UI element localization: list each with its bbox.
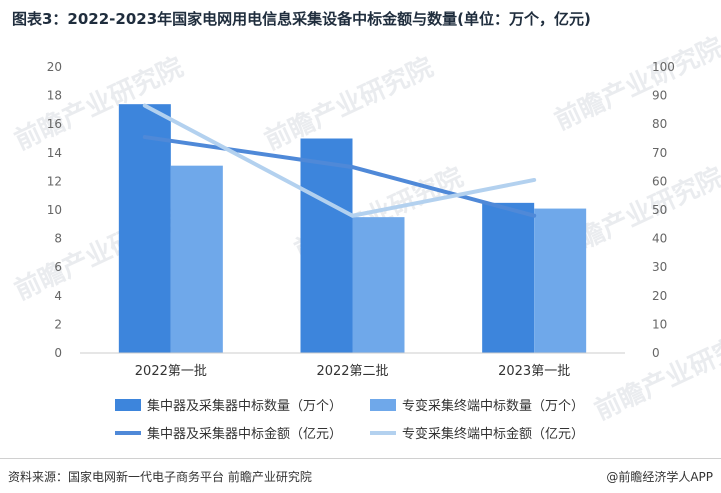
source-note: 资料来源：国家电网新一代电子商务平台 前瞻产业研究院 [8,470,312,484]
y-right-tick-label: 40 [652,232,667,246]
y-right-tick-label: 100 [652,60,675,74]
y-right-tick-label: 10 [652,317,667,331]
bar-terminal-quantity [352,217,405,353]
legend: 集中器及采集器中标数量（万个） 专变采集终端中标数量（万个） 集中器及采集器中标金额… [115,398,584,442]
bar-concentrator-quantity [482,202,535,353]
y-left-tick-label: 6 [54,260,62,274]
bar-concentrator-quantity [300,138,353,353]
x-category-label: 2022第一批 [135,364,207,379]
x-category-label: 2022第二批 [316,364,388,379]
line-terminal-amount [142,103,537,218]
bar-terminal-quantity [170,165,223,353]
y-axis-left: 0 2 4 6 8 10 12 14 16 18 20 [47,60,62,360]
legend-label: 集中器及采集器中标数量（万个） [147,398,342,414]
bar-concentrator-quantity [118,104,171,354]
watermark-text: 前瞻产业研究院 [590,321,721,426]
y-left-tick-label: 20 [47,60,62,74]
y-axis-right: 0 10 20 30 40 50 60 70 80 90 100 [652,60,675,360]
y-right-tick-label: 50 [652,203,667,217]
y-right-tick-label: 80 [652,117,667,131]
bar-terminal-quantity [534,208,587,353]
y-right-tick-label: 20 [652,289,667,303]
footer-divider [0,458,721,459]
line-concentrator-amount [142,135,537,218]
brand-credit: @前瞻经济学人APP [606,470,713,484]
y-left-tick-label: 16 [47,117,62,131]
bar-layer [118,104,587,354]
y-left-tick-label: 0 [54,346,62,360]
y-left-tick-label: 10 [47,203,62,217]
y-right-tick-label: 0 [652,346,660,360]
y-left-tick-label: 12 [47,174,62,188]
x-category-label: 2023第一批 [498,364,570,379]
y-right-tick-label: 90 [652,89,667,103]
legend-swatch [115,399,141,411]
x-axis-categories: 2022第一批 2022第二批 2023第一批 [135,364,570,379]
chart-title: 图表3：2022-2023年国家电网用电信息采集设备中标金额与数量(单位：万个，… [12,10,591,28]
legend-label: 集中器及采集器中标金额（亿元） [147,426,342,442]
y-left-tick-label: 2 [54,317,62,331]
y-left-tick-label: 14 [47,146,62,160]
line-layer [142,103,537,218]
y-right-tick-label: 60 [652,174,667,188]
legend-label: 专变采集终端中标数量（万个） [402,398,584,414]
y-right-tick-label: 70 [652,146,667,160]
y-left-tick-label: 4 [54,289,62,303]
y-left-tick-label: 18 [47,89,62,103]
legend-label: 专变采集终端中标金额（亿元） [402,426,584,442]
y-right-tick-label: 30 [652,260,667,274]
y-left-tick-label: 8 [54,232,62,246]
watermark-text: 前瞻产业研究院 [550,31,721,136]
legend-swatch [370,399,396,411]
